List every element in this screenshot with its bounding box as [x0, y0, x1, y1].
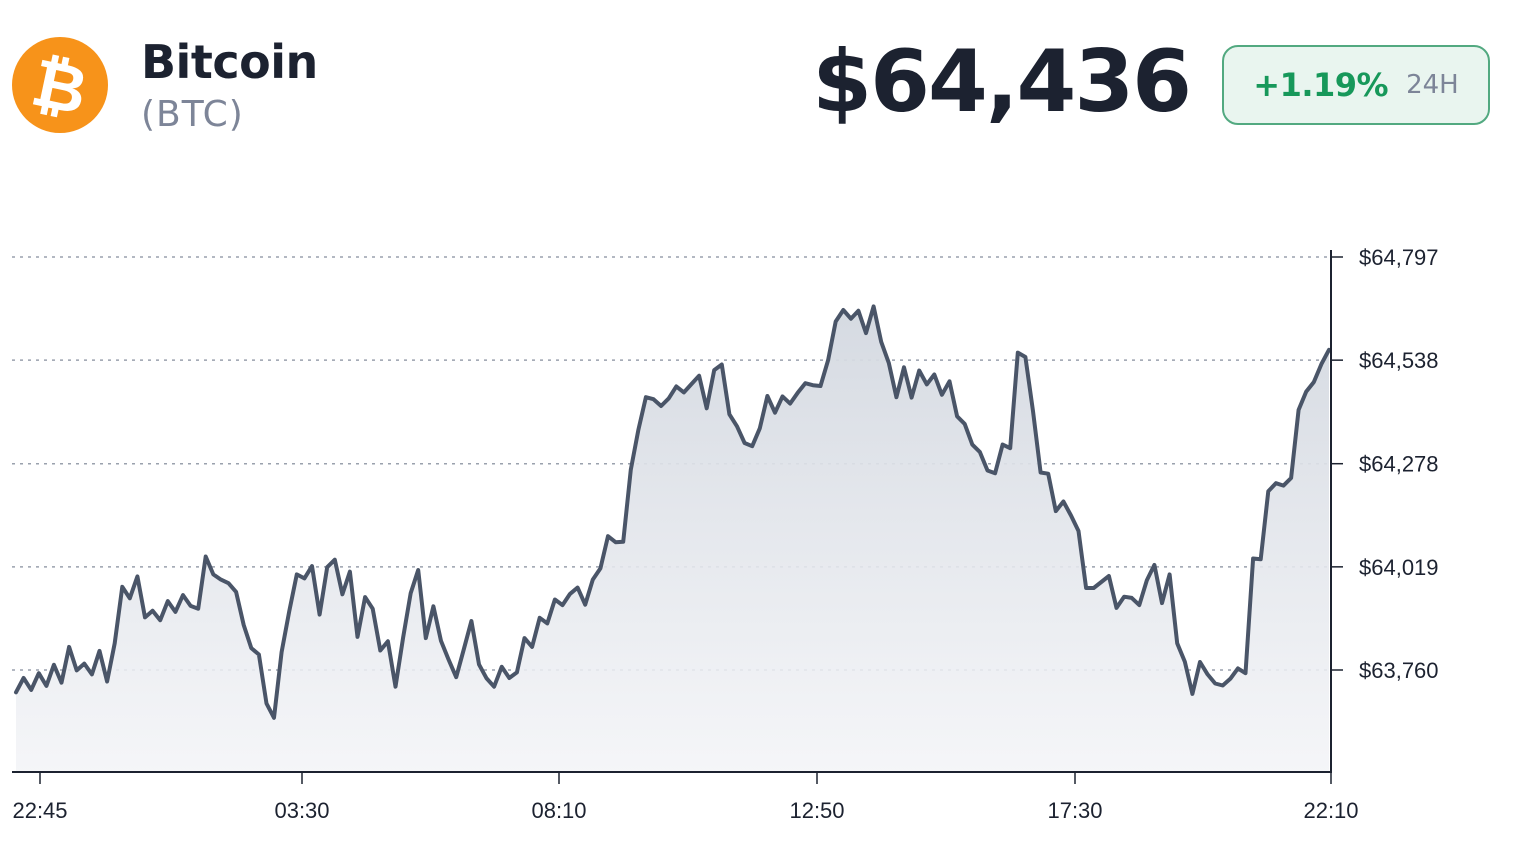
- chart-axes: [12, 250, 1332, 773]
- x-tick-label: 22:10: [1303, 798, 1358, 823]
- coin-symbol: (BTC): [141, 94, 244, 135]
- change-badge: +1.19% 24H: [1222, 45, 1490, 125]
- y-tick-label: $64,538: [1359, 348, 1439, 373]
- change-percent: +1.19%: [1253, 66, 1389, 104]
- y-axis-ticks: $64,797 $64,538 $64,278 $64,019 $63,760: [1331, 245, 1439, 683]
- bitcoin-logo: ₿: [12, 37, 108, 133]
- y-tick-label: $64,278: [1359, 452, 1439, 477]
- y-tick-label: $63,760: [1359, 658, 1439, 683]
- x-tick-label: 12:50: [789, 798, 844, 823]
- bitcoin-icon: [12, 37, 108, 133]
- price-line: [14, 304, 1331, 720]
- x-tick-label: 08:10: [531, 798, 586, 823]
- x-tick-label: 22:45: [12, 798, 67, 823]
- x-tick-label: 03:30: [274, 798, 329, 823]
- x-axis-ticks: 22:45 03:30 08:10 12:50 17:30 22:10: [12, 772, 1359, 823]
- change-period: 24H: [1406, 70, 1459, 100]
- price-area: [16, 306, 1329, 772]
- y-tick-label: $64,797: [1359, 245, 1439, 270]
- current-price: $64,436: [812, 32, 1192, 132]
- y-tick-label: $64,019: [1359, 555, 1439, 580]
- x-tick-label: 17:30: [1047, 798, 1102, 823]
- coin-name: Bitcoin: [141, 35, 318, 89]
